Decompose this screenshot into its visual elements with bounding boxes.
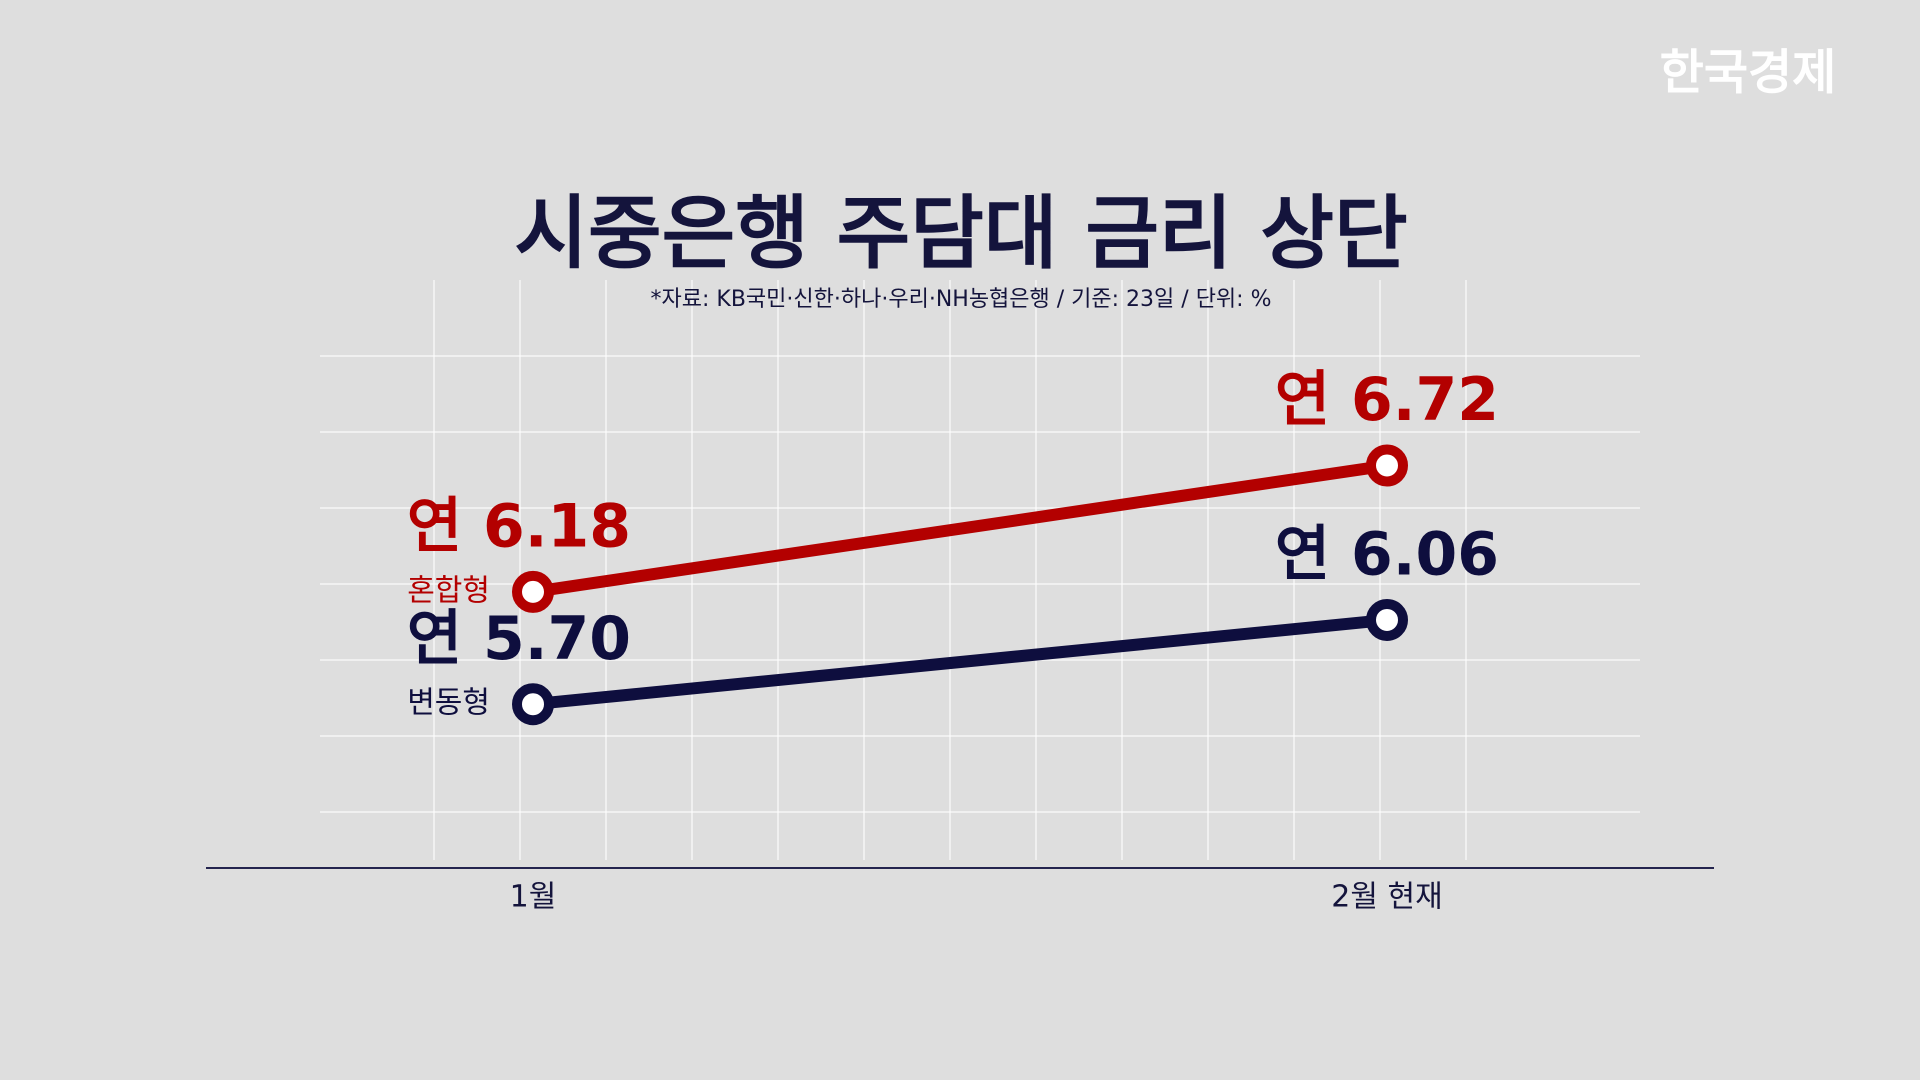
- point-marker: [512, 683, 554, 726]
- data-label: 연 6.72: [1275, 365, 1499, 435]
- point-marker: [1366, 598, 1408, 641]
- chart-subtitle: *자료: KB국민·신한·하나·우리·NH농협은행 / 기준: 23일 / 단위…: [651, 287, 1272, 312]
- x-tick-label: 1월: [510, 880, 557, 915]
- data-label: 연 5.70: [407, 604, 631, 674]
- chart-title: 시중은행 주담대 금리 상단: [514, 187, 1407, 280]
- line: [527, 613, 1393, 711]
- line: [527, 459, 1393, 598]
- series-label: 혼합형: [407, 573, 490, 608]
- point-marker: [1366, 444, 1408, 487]
- data-label: 연 6.06: [1275, 520, 1499, 590]
- brand-logo: 한국경제: [1660, 45, 1837, 101]
- data-label: 연 6.18: [407, 491, 631, 561]
- point-marker: [512, 570, 554, 613]
- x-tick-label: 2월 현재: [1331, 880, 1442, 915]
- series-label: 변동형: [407, 686, 490, 721]
